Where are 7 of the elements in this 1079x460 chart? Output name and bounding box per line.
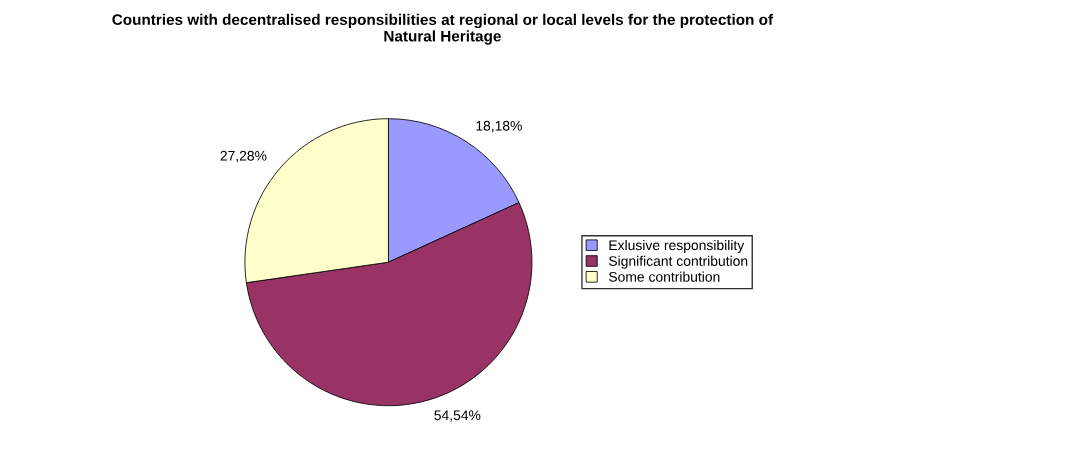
data-label: 27,28% <box>220 150 267 163</box>
legend-label: Exlusive responsibility <box>609 239 745 253</box>
legend-label: Significant contribution <box>608 255 748 269</box>
legend-label: Some contribution <box>608 271 720 282</box>
chart-title: Countries with decentralised responsibilities at regional or local levels for the protection of Natural Heritage <box>112 13 774 45</box>
data-label: 54,54% <box>434 410 481 422</box>
data-label: 18,18% <box>476 120 522 133</box>
